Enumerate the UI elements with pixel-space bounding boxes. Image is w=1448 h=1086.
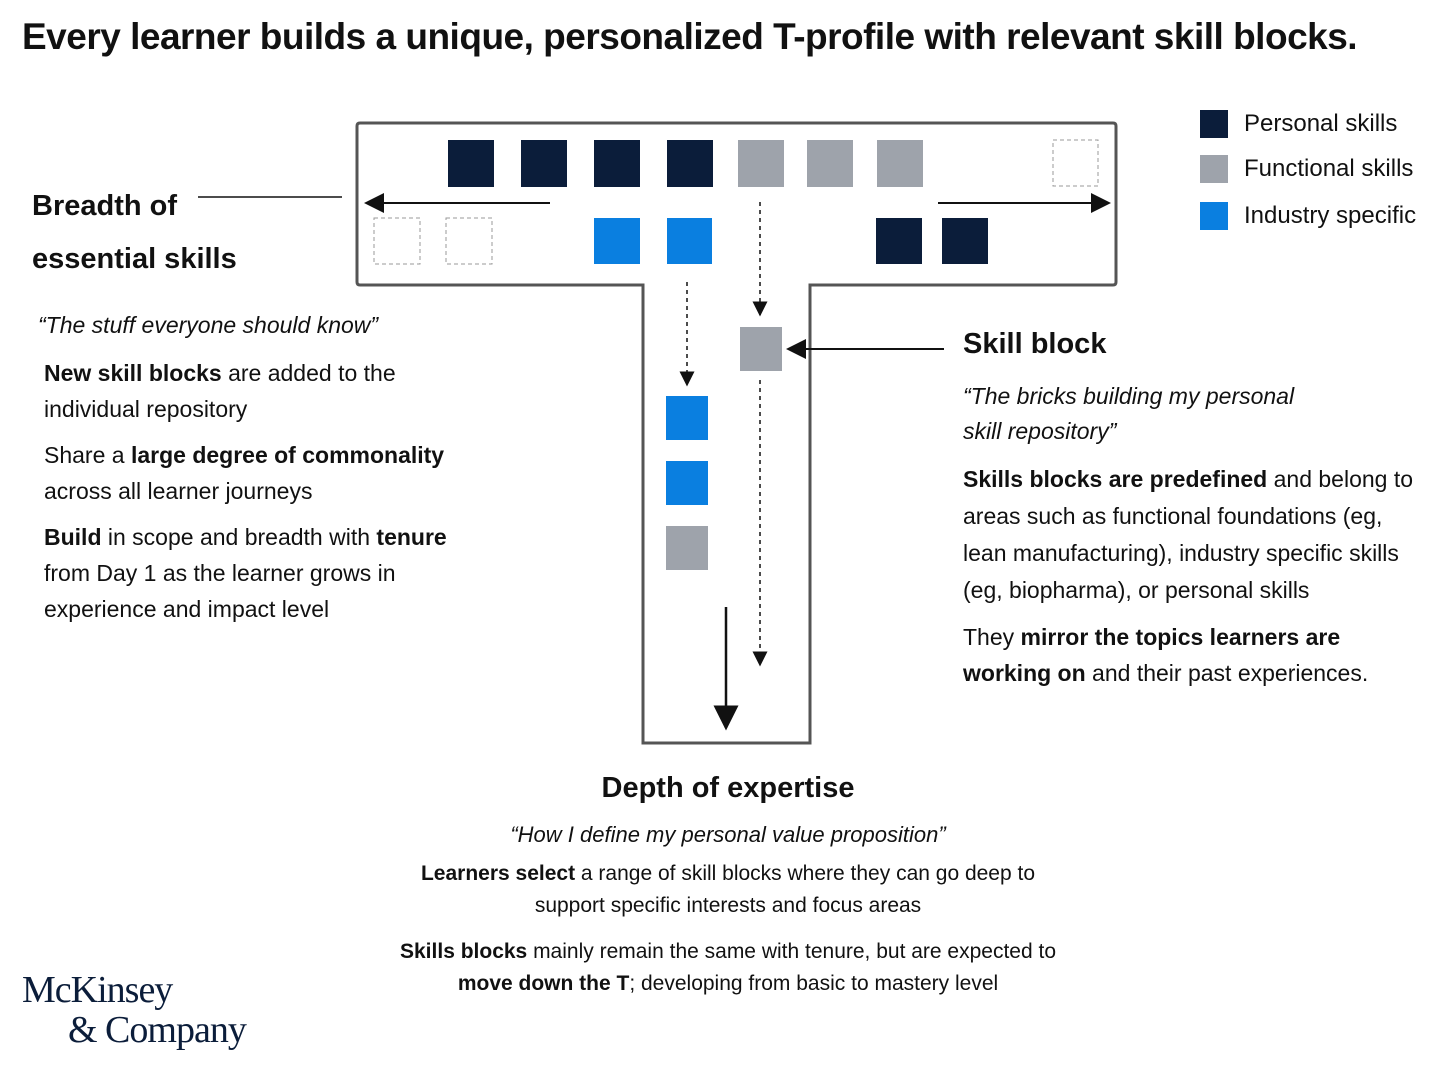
empty-block — [373, 217, 421, 265]
block — [667, 218, 712, 264]
depth-text: Depth of expertise “How I define my pers… — [400, 772, 1056, 1014]
bold-text: move down the T — [457, 972, 630, 995]
text: Share a — [44, 442, 131, 468]
paragraph: Skills blocks are predefined and belong … — [963, 461, 1423, 609]
empty-block — [1052, 139, 1099, 187]
block — [666, 461, 708, 505]
quote: “How I define my personal value proposit… — [510, 822, 946, 847]
block — [738, 140, 784, 187]
text: ; developing from basic to mastery level — [629, 972, 999, 995]
legend-item: Industry specific — [1200, 202, 1416, 230]
block — [666, 396, 708, 440]
legend-item: Personal skills — [1200, 110, 1397, 138]
label-line: essential skills — [32, 243, 237, 275]
bold-text: mirror the topics learners are working o… — [963, 624, 1341, 686]
block — [521, 140, 567, 187]
paragraph: They mirror the topics learners are work… — [963, 619, 1393, 691]
legend-label: Personal skills — [1244, 110, 1398, 137]
paragraph: Share a large degree of commonality acro… — [44, 437, 478, 509]
text: in scope and breadth with — [101, 524, 377, 550]
legend-label: Functional skills — [1244, 155, 1414, 182]
block — [807, 140, 853, 187]
block — [666, 526, 708, 570]
title: Every learner builds a unique, personali… — [22, 16, 1358, 57]
bold-text: Build — [44, 524, 102, 550]
paragraph: New skill blocks are added to the indivi… — [44, 355, 478, 427]
text: and their past experiences. — [1085, 660, 1369, 686]
text: a range of skill blocks where they can g… — [534, 862, 1036, 917]
quote: “The stuff everyone should know” — [38, 312, 379, 338]
logo: McKinsey & Company — [22, 969, 247, 1051]
text: mainly remain the same with tenure, but … — [527, 940, 1057, 963]
paragraph: Skills blocks mainly remain the same wit… — [400, 936, 1056, 1000]
text: from Day 1 as the learner grows in exper… — [44, 560, 396, 622]
bold-text: large degree of commonality — [130, 442, 445, 468]
block — [877, 140, 923, 187]
block — [740, 327, 782, 371]
text: They — [963, 624, 1021, 650]
legend-item: Functional skills — [1200, 155, 1413, 183]
logo-line: McKinsey — [22, 969, 173, 1011]
bold-text: New skill blocks — [44, 360, 222, 386]
breadth-label: Breadth of essential skills — [32, 180, 237, 286]
label-line: Breadth of — [32, 190, 177, 222]
block — [594, 140, 640, 187]
block — [448, 140, 494, 187]
breadth-text: “The stuff everyone should know” New ski… — [38, 308, 478, 637]
block — [667, 140, 713, 187]
empty-block — [445, 217, 493, 265]
depth-label: Depth of expertise — [601, 772, 855, 804]
text: are added to the individual repository — [44, 360, 396, 422]
block — [594, 218, 640, 264]
skill-block-text: Skill block “The bricks building my pers… — [963, 328, 1423, 701]
paragraph: Build in scope and breadth with tenure f… — [44, 519, 478, 627]
quote: “The bricks building my personal skill r… — [963, 383, 1295, 444]
skill-blocks — [373, 139, 1099, 570]
skill-block-label: Skill block — [963, 328, 1107, 360]
bold-text: Learners select — [420, 862, 576, 885]
text: and belong to areas such as functional f… — [963, 466, 1414, 603]
bold-text: Skills blocks — [400, 940, 528, 963]
block — [942, 218, 988, 264]
logo-line: & Company — [68, 1009, 247, 1051]
legend-label: Industry specific — [1244, 202, 1417, 229]
t-outline — [355, 121, 1118, 745]
text: across all learner journeys — [44, 478, 313, 504]
bold-text: Skills blocks are predefined — [963, 466, 1268, 492]
paragraph: Learners select a range of skill blocks … — [400, 858, 1056, 922]
arrows — [198, 193, 1111, 731]
block — [876, 218, 922, 264]
bold-text: tenure — [376, 524, 447, 550]
